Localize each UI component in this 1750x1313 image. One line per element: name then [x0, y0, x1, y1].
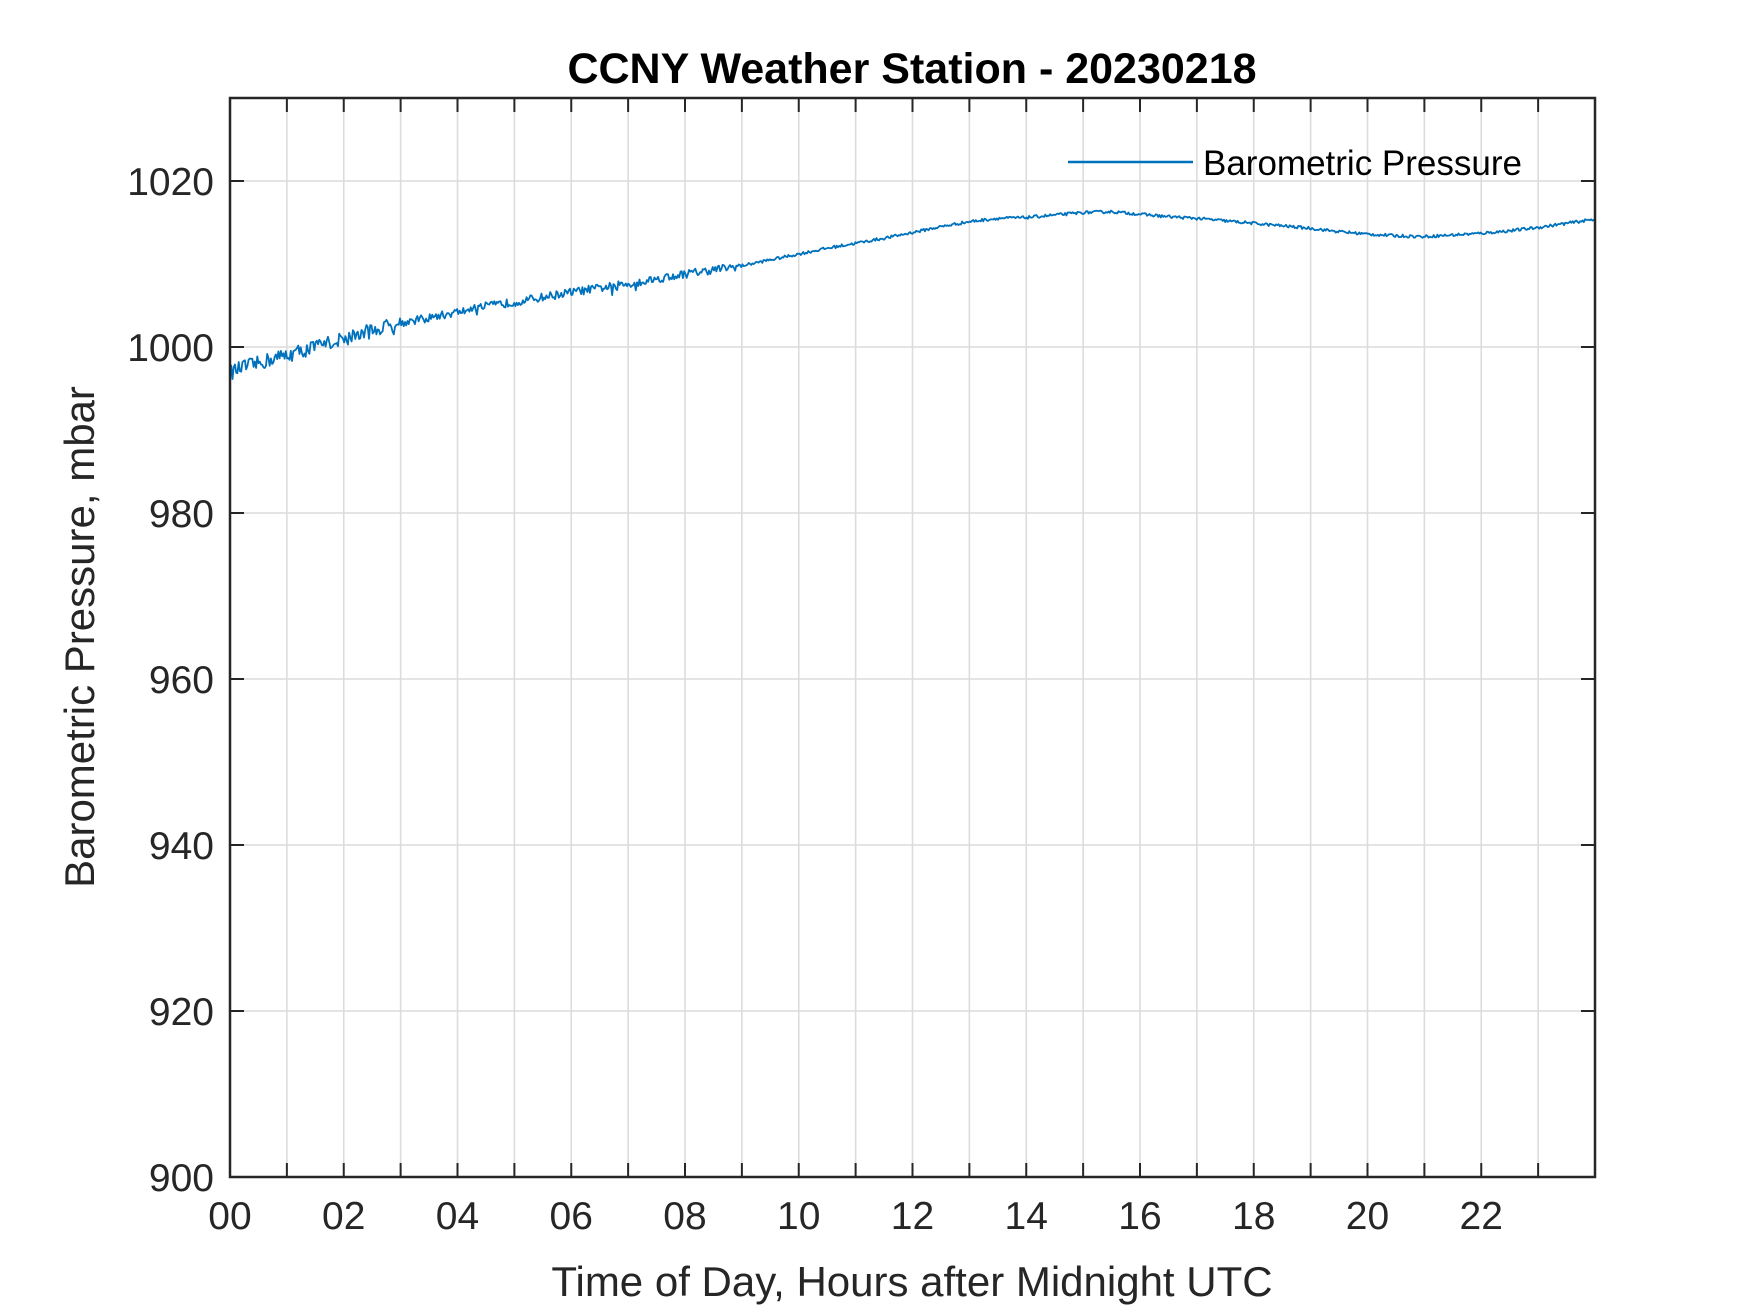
y-axis-label: Barometric Pressure, mbar: [56, 386, 103, 888]
x-tick-label: 04: [436, 1195, 479, 1238]
x-tick-label: 00: [208, 1195, 251, 1238]
x-tick-label: 02: [322, 1195, 365, 1238]
x-tick-label: 06: [550, 1195, 593, 1238]
y-tick-label: 940: [149, 825, 214, 868]
chart-title: CCNY Weather Station - 20230218: [567, 45, 1256, 93]
axis-ticks: [229, 98, 1595, 1178]
y-tick-label: 960: [149, 659, 214, 702]
x-tick-label: 08: [663, 1195, 706, 1238]
series-line-barometric-pressure: [229, 209, 1596, 380]
x-tick-label: 18: [1232, 1195, 1275, 1238]
legend-label-barometric-pressure: Barometric Pressure: [1203, 144, 1522, 183]
y-tick-label: 1020: [127, 161, 214, 204]
x-axis-label: Time of Day, Hours after Midnight UTC: [551, 1258, 1272, 1305]
tick-labels: 00 02 04 06 08 10 12 14 16 18 20 22 900 920 940 960 980 1…: [127, 161, 1503, 1238]
y-tick-label: 920: [149, 991, 214, 1034]
x-tick-label: 22: [1460, 1195, 1503, 1238]
x-tick-label: 16: [1118, 1195, 1161, 1238]
series-lines: [229, 209, 1596, 380]
y-tick-label: 1000: [127, 327, 214, 370]
x-tick-label: 12: [891, 1195, 934, 1238]
x-tick-label: 14: [1005, 1195, 1048, 1238]
x-tick-label: 10: [777, 1195, 820, 1238]
grid-lines: [230, 98, 1595, 1177]
y-tick-label: 980: [149, 493, 214, 536]
x-tick-label: 20: [1346, 1195, 1389, 1238]
legend: Barometric Pressure: [1068, 144, 1522, 183]
y-tick-label: 900: [149, 1157, 214, 1200]
